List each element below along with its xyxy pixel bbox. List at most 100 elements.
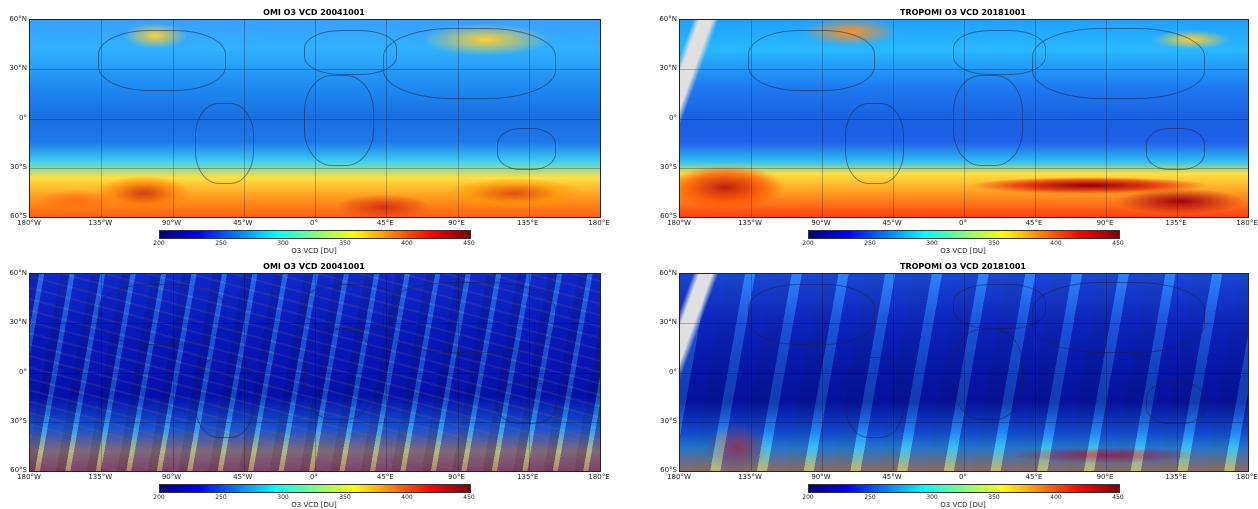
panel-title: OMI O3 VCD 20041001 [263,262,365,271]
meridian-gridline [101,20,103,217]
australia-outline [1145,128,1205,170]
meridian-gridline [751,274,752,471]
colorbar-tick-label: 250 [215,240,227,247]
longitude-tick-label: 180°W [667,219,691,227]
longitude-tick-label: 180°W [17,473,41,481]
longitude-tick-label: 180°W [17,219,41,227]
ozone-map [679,19,1249,218]
latitude-tick-label: 30°N [659,318,677,327]
colorbar-tick-label: 450 [463,494,475,501]
colorbar-tick-label: 350 [988,240,1000,247]
latitude-tick-label: 60°S [10,212,27,220]
latitude-tick-label: 30°N [9,318,27,327]
meridian-gridline [457,274,459,471]
colorbar-label: O3 VCD [DU] [291,501,337,509]
colorbar [808,230,1120,239]
africa-outline [303,75,374,166]
longitude-tick-label: 45°W [882,219,902,227]
longitude-tick-label: 180°E [1236,219,1258,227]
colorbar [159,484,471,493]
latitude-tick-label: 30°S [660,162,677,171]
meridian-gridline [386,20,388,217]
meridian-gridline [315,20,316,217]
meridian-gridline [1035,20,1036,217]
colorbar-tick-label: 300 [277,240,289,247]
colorbar-tick-label: 300 [926,240,938,247]
colorbar-tick-label: 400 [401,240,413,247]
africa-outline [952,329,1023,420]
meridian-gridline [172,274,174,471]
africa-outline [303,329,374,420]
parallel-gridline [30,69,600,71]
latitude-tick-label: 30°N [659,64,677,73]
colorbar-tick-label: 200 [802,240,814,247]
longitude-tick-label: 0° [310,219,318,227]
meridian-gridline [1177,20,1178,217]
longitude-tick-label: 0° [310,473,318,481]
longitude-tick-label: 180°E [588,219,610,227]
africa-outline [952,75,1023,166]
longitude-tick-label: 45°W [882,473,902,481]
colorbar [808,484,1120,493]
north-america-outline [748,29,876,91]
asia-outline [383,281,557,353]
longitude-tick-label: 0° [959,219,967,227]
longitude-tick-label: 135°W [738,473,762,481]
australia-outline [1145,382,1205,424]
longitude-tick-label: 135°W [738,219,762,227]
longitude-tick-label: 90°W [811,473,831,481]
longitude-tick-label: 90°E [1096,219,1114,227]
parallel-gridline [30,323,600,325]
colorbar-tick-label: 400 [1050,494,1062,501]
parallel-gridline [680,167,1248,169]
panel-title: TROPOMI O3 VCD 20181001 [900,262,1026,271]
longitude-tick-label: 135°E [1165,473,1187,481]
colorbar-label: O3 VCD [DU] [940,247,986,255]
colorbar-tick-label: 300 [926,494,938,501]
ozone-map [29,273,601,472]
asia-outline [1032,27,1205,99]
meridian-gridline [893,20,894,217]
south-america-outline [844,102,904,184]
colorbar-label: O3 VCD [DU] [940,501,986,509]
longitude-tick-label: 90°E [448,219,465,227]
colorbar-tick-label: 450 [1112,494,1124,501]
australia-outline [497,128,557,170]
latitude-tick-label: 30°S [10,162,27,171]
parallel-gridline [680,118,1248,120]
colorbar-tick-label: 450 [1112,240,1124,247]
meridian-gridline [1177,274,1178,471]
meridian-gridline [315,274,316,471]
meridian-gridline [822,274,823,471]
longitude-tick-label: 90°W [811,219,831,227]
ozone-map [29,19,601,218]
longitude-tick-label: 0° [959,473,967,481]
latitude-tick-label: 0° [669,113,677,122]
meridian-gridline [893,274,894,471]
colorbar [159,230,471,239]
meridian-gridline [243,274,245,471]
latitude-tick-label: 60°N [9,15,27,23]
meridian-gridline [101,274,103,471]
latitude-tick-label: 60°S [660,466,677,474]
longitude-tick-label: 45°E [376,473,394,481]
longitude-tick-label: 135°E [517,219,539,227]
longitude-tick-label: 135°W [88,219,113,227]
south-america-outline [195,102,255,184]
longitude-tick-label: 180°E [588,473,610,481]
colorbar-tick-label: 200 [153,494,165,501]
longitude-tick-label: 90°W [161,473,182,481]
colorbar-tick-label: 350 [339,240,351,247]
ozone-map [679,273,1249,472]
meridian-gridline [964,274,965,471]
north-america-outline [748,283,876,345]
colorbar-tick-label: 400 [401,494,413,501]
meridian-gridline [243,20,245,217]
latitude-tick-label: 60°S [10,466,27,474]
longitude-tick-label: 45°W [233,219,253,227]
north-america-outline [98,29,226,91]
meridian-gridline [1035,274,1036,471]
meridian-gridline [528,20,530,217]
colorbar-tick-label: 250 [864,494,876,501]
parallel-gridline [30,421,600,423]
